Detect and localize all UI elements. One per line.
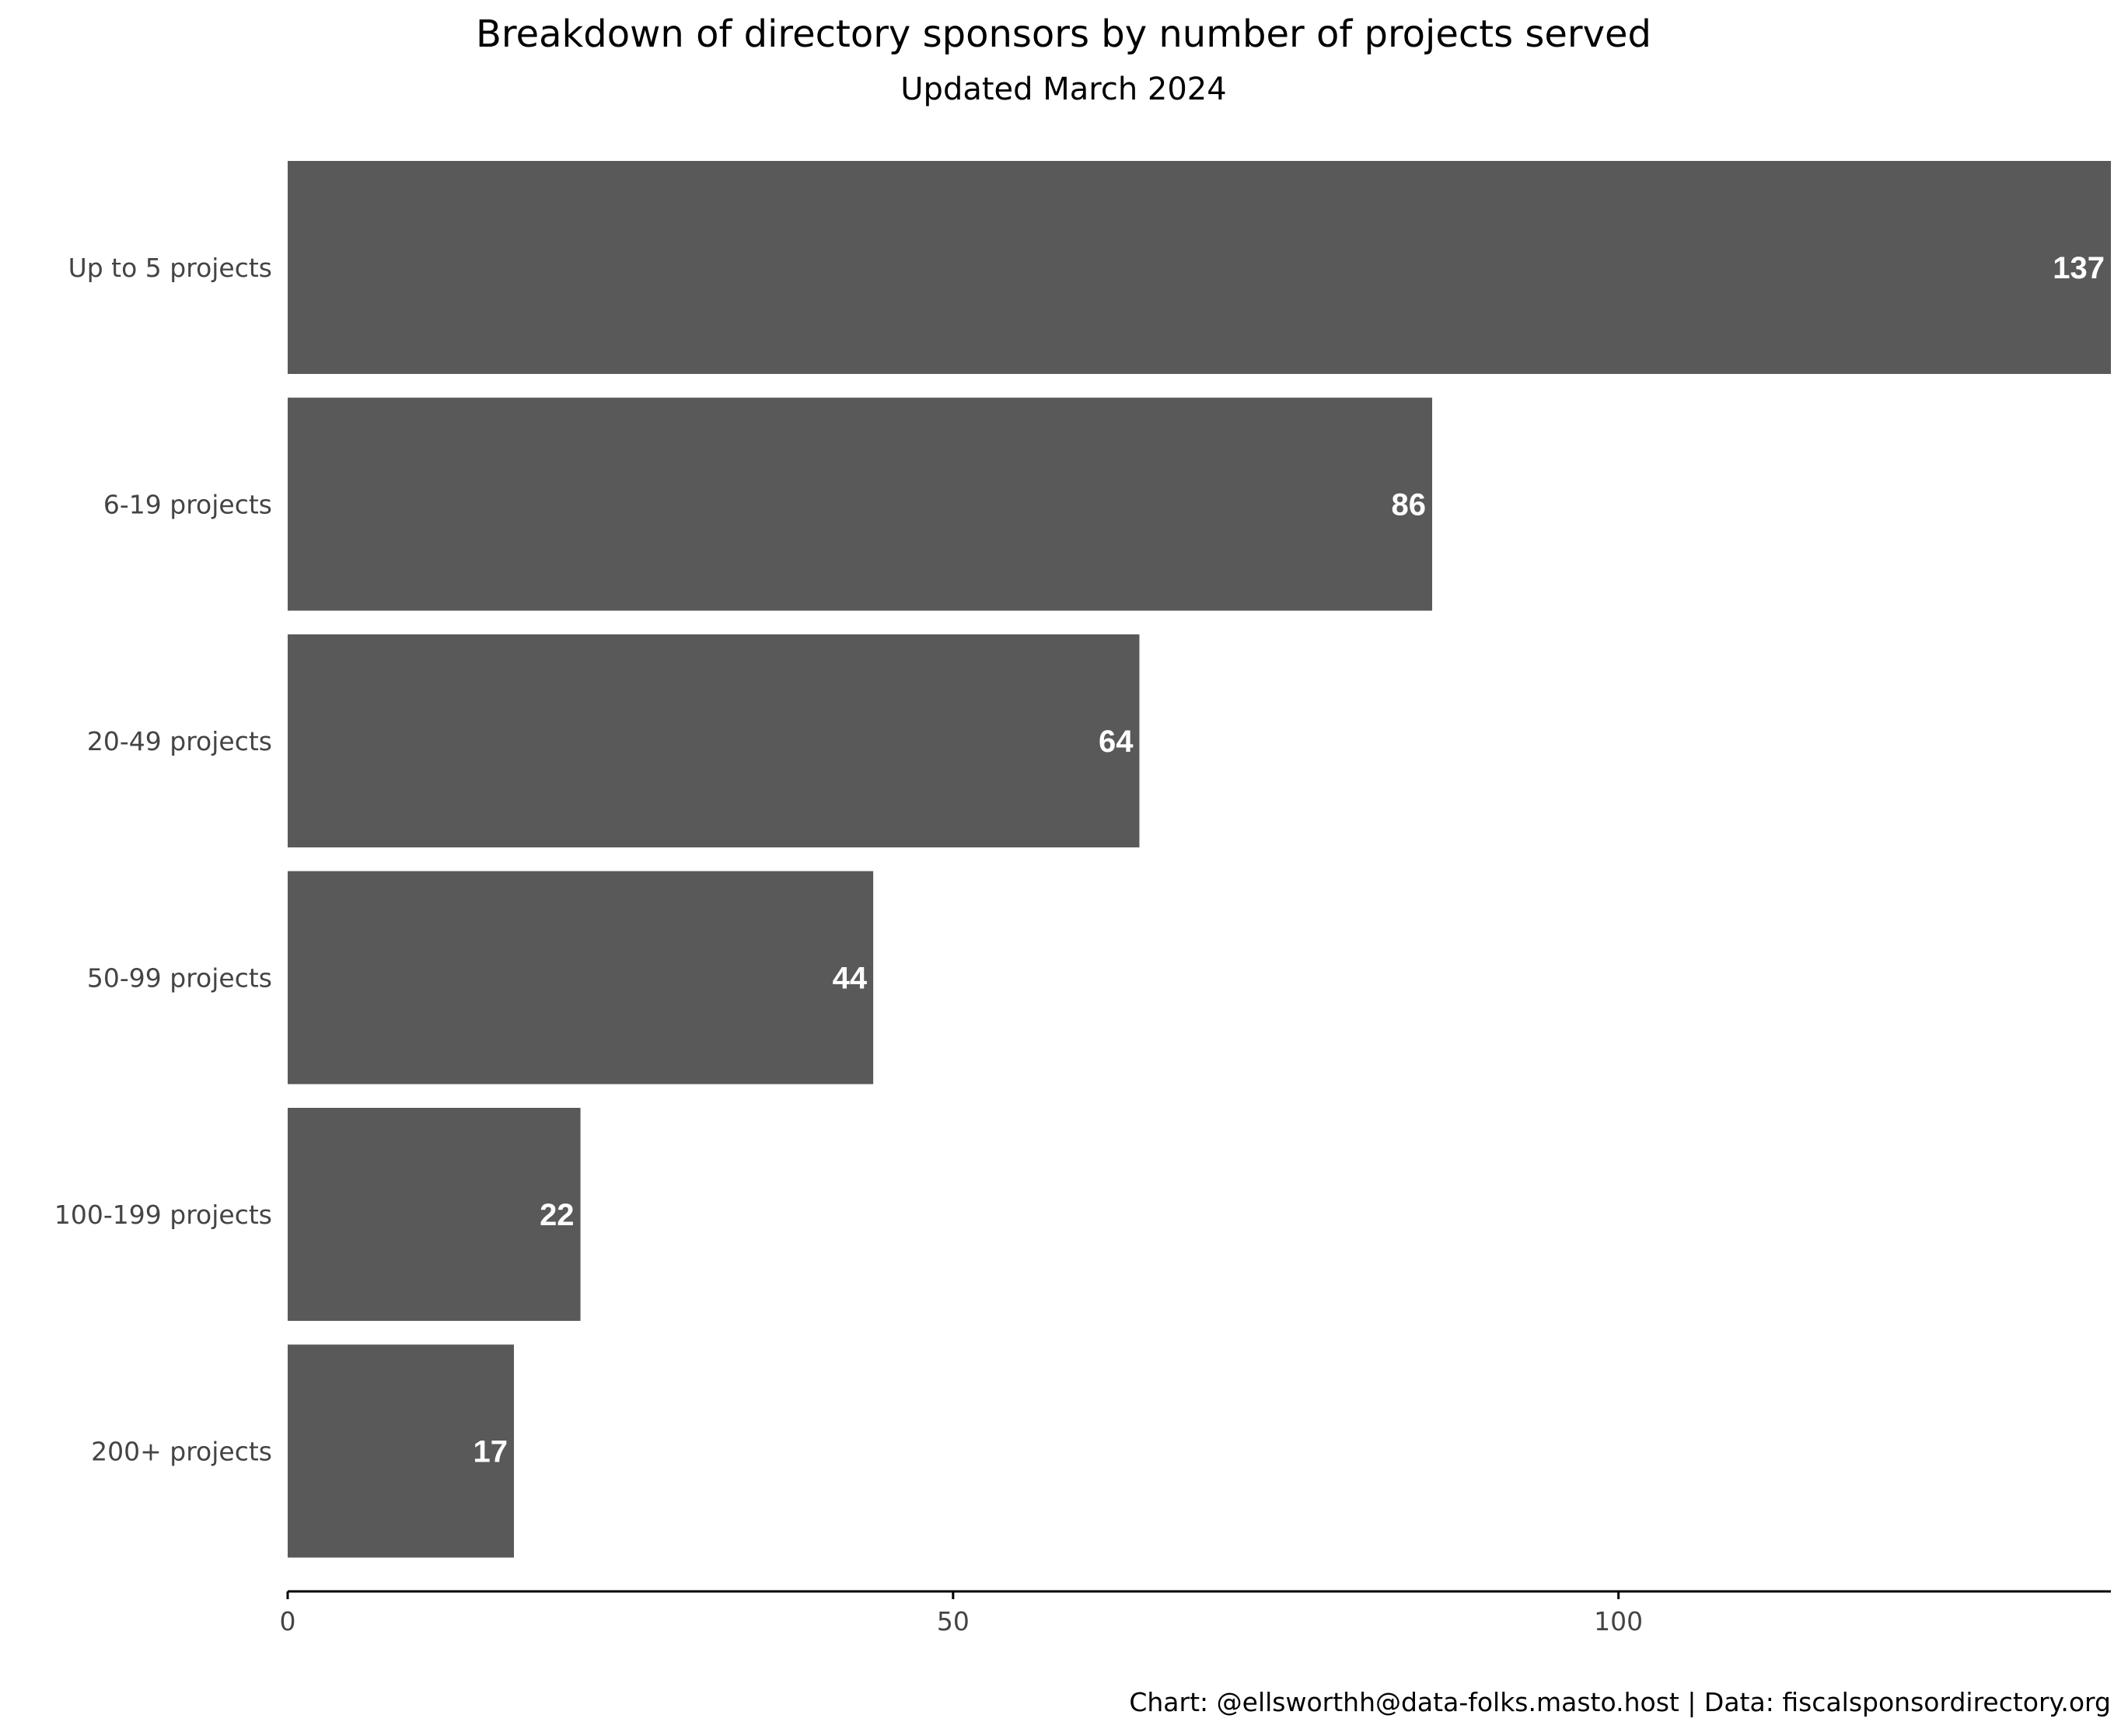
category-label: 200+ projects [91, 1437, 272, 1467]
bar [288, 871, 874, 1085]
chart-title: Breakdown of directory sponsors by numbe… [476, 12, 1651, 56]
x-axis: 0 50 100 [280, 1590, 2111, 1636]
category-label: 100-199 projects [54, 1200, 272, 1230]
bar [288, 397, 1433, 611]
chart-subtitle: Updated March 2024 [900, 72, 1226, 107]
category-label: 6-19 projects [103, 490, 272, 520]
value-label: 137 [2053, 251, 2105, 285]
category-label: Up to 5 projects [68, 253, 272, 283]
bar [288, 161, 2111, 374]
value-label: 86 [1392, 488, 1427, 522]
bar [288, 1108, 581, 1321]
category-label: 50-99 projects [87, 963, 272, 994]
x-tick-label: 50 [937, 1606, 970, 1636]
bars-layer: Up to 5 projects 137 6-19 projects 86 20-49 … [54, 161, 2111, 1558]
value-label: 17 [473, 1435, 508, 1469]
x-tick-label: 100 [1594, 1606, 1643, 1636]
value-label: 64 [1099, 725, 1134, 759]
category-label: 20-49 projects [87, 726, 272, 756]
value-label: 22 [540, 1198, 575, 1232]
x-tick-label: 0 [280, 1606, 296, 1636]
value-label: 44 [833, 962, 868, 996]
bar [288, 1344, 514, 1558]
chart-caption: Chart: @ellsworthh@data-folks.masto.host… [1129, 1687, 2111, 1717]
bar [288, 634, 1140, 847]
